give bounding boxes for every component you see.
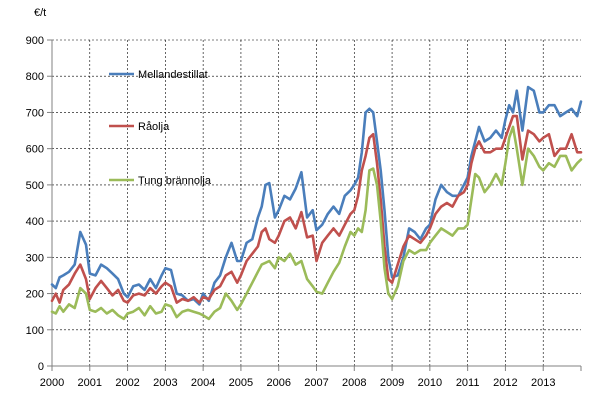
y-tick-label: 300 [26, 252, 44, 264]
legend-label: Råolja [138, 121, 170, 133]
y-tick-label: 700 [26, 107, 44, 119]
legend-label: Mellandestillat [138, 69, 208, 81]
legend: Mellandestillat Råolja Tung brännolja [109, 69, 212, 187]
series-line-0 [50, 85, 583, 306]
y-tick-label: 800 [26, 71, 44, 83]
x-tick-label: 2007 [304, 377, 328, 389]
x-tick-label: 2000 [40, 377, 64, 389]
x-tick-label: 2006 [266, 377, 290, 389]
y-tick-label: 600 [26, 144, 44, 156]
x-tick-label: 2005 [229, 377, 253, 389]
y-tick-label: 500 [26, 180, 44, 192]
x-tick-label: 2012 [493, 377, 517, 389]
x-tick-label: 2004 [191, 377, 215, 389]
x-tick-label: 2002 [115, 377, 139, 389]
legend-label: Tung brännolja [138, 175, 212, 187]
y-axis-tick-labels: 0 100 200 300 400 500 600 700 800 900 [26, 35, 44, 373]
x-tick-label: 2003 [153, 377, 177, 389]
x-tick-label: 2011 [456, 377, 480, 389]
y-tick-label: 400 [26, 216, 44, 228]
y-tick-label: 0 [38, 361, 44, 373]
x-tick-label: 2008 [342, 377, 366, 389]
x-tick-label: 2013 [531, 377, 555, 389]
series-line-2 [50, 125, 583, 321]
x-tick-label: 2001 [78, 377, 102, 389]
series-line-1 [50, 114, 583, 304]
axes [47, 39, 582, 371]
x-tick-label: 2009 [380, 377, 404, 389]
series-lines [50, 85, 583, 321]
y-axis-unit-label: €/t [34, 7, 46, 19]
year-dividers [89, 40, 544, 366]
x-tick-label: 2010 [418, 377, 442, 389]
y-tick-label: 100 [26, 325, 44, 337]
y-tick-label: 200 [26, 289, 44, 301]
x-axis-tick-labels: 2000 2001 2002 2003 2004 2005 2006 2007 2008 2009… [40, 377, 556, 389]
y-tick-label: 900 [26, 35, 44, 47]
